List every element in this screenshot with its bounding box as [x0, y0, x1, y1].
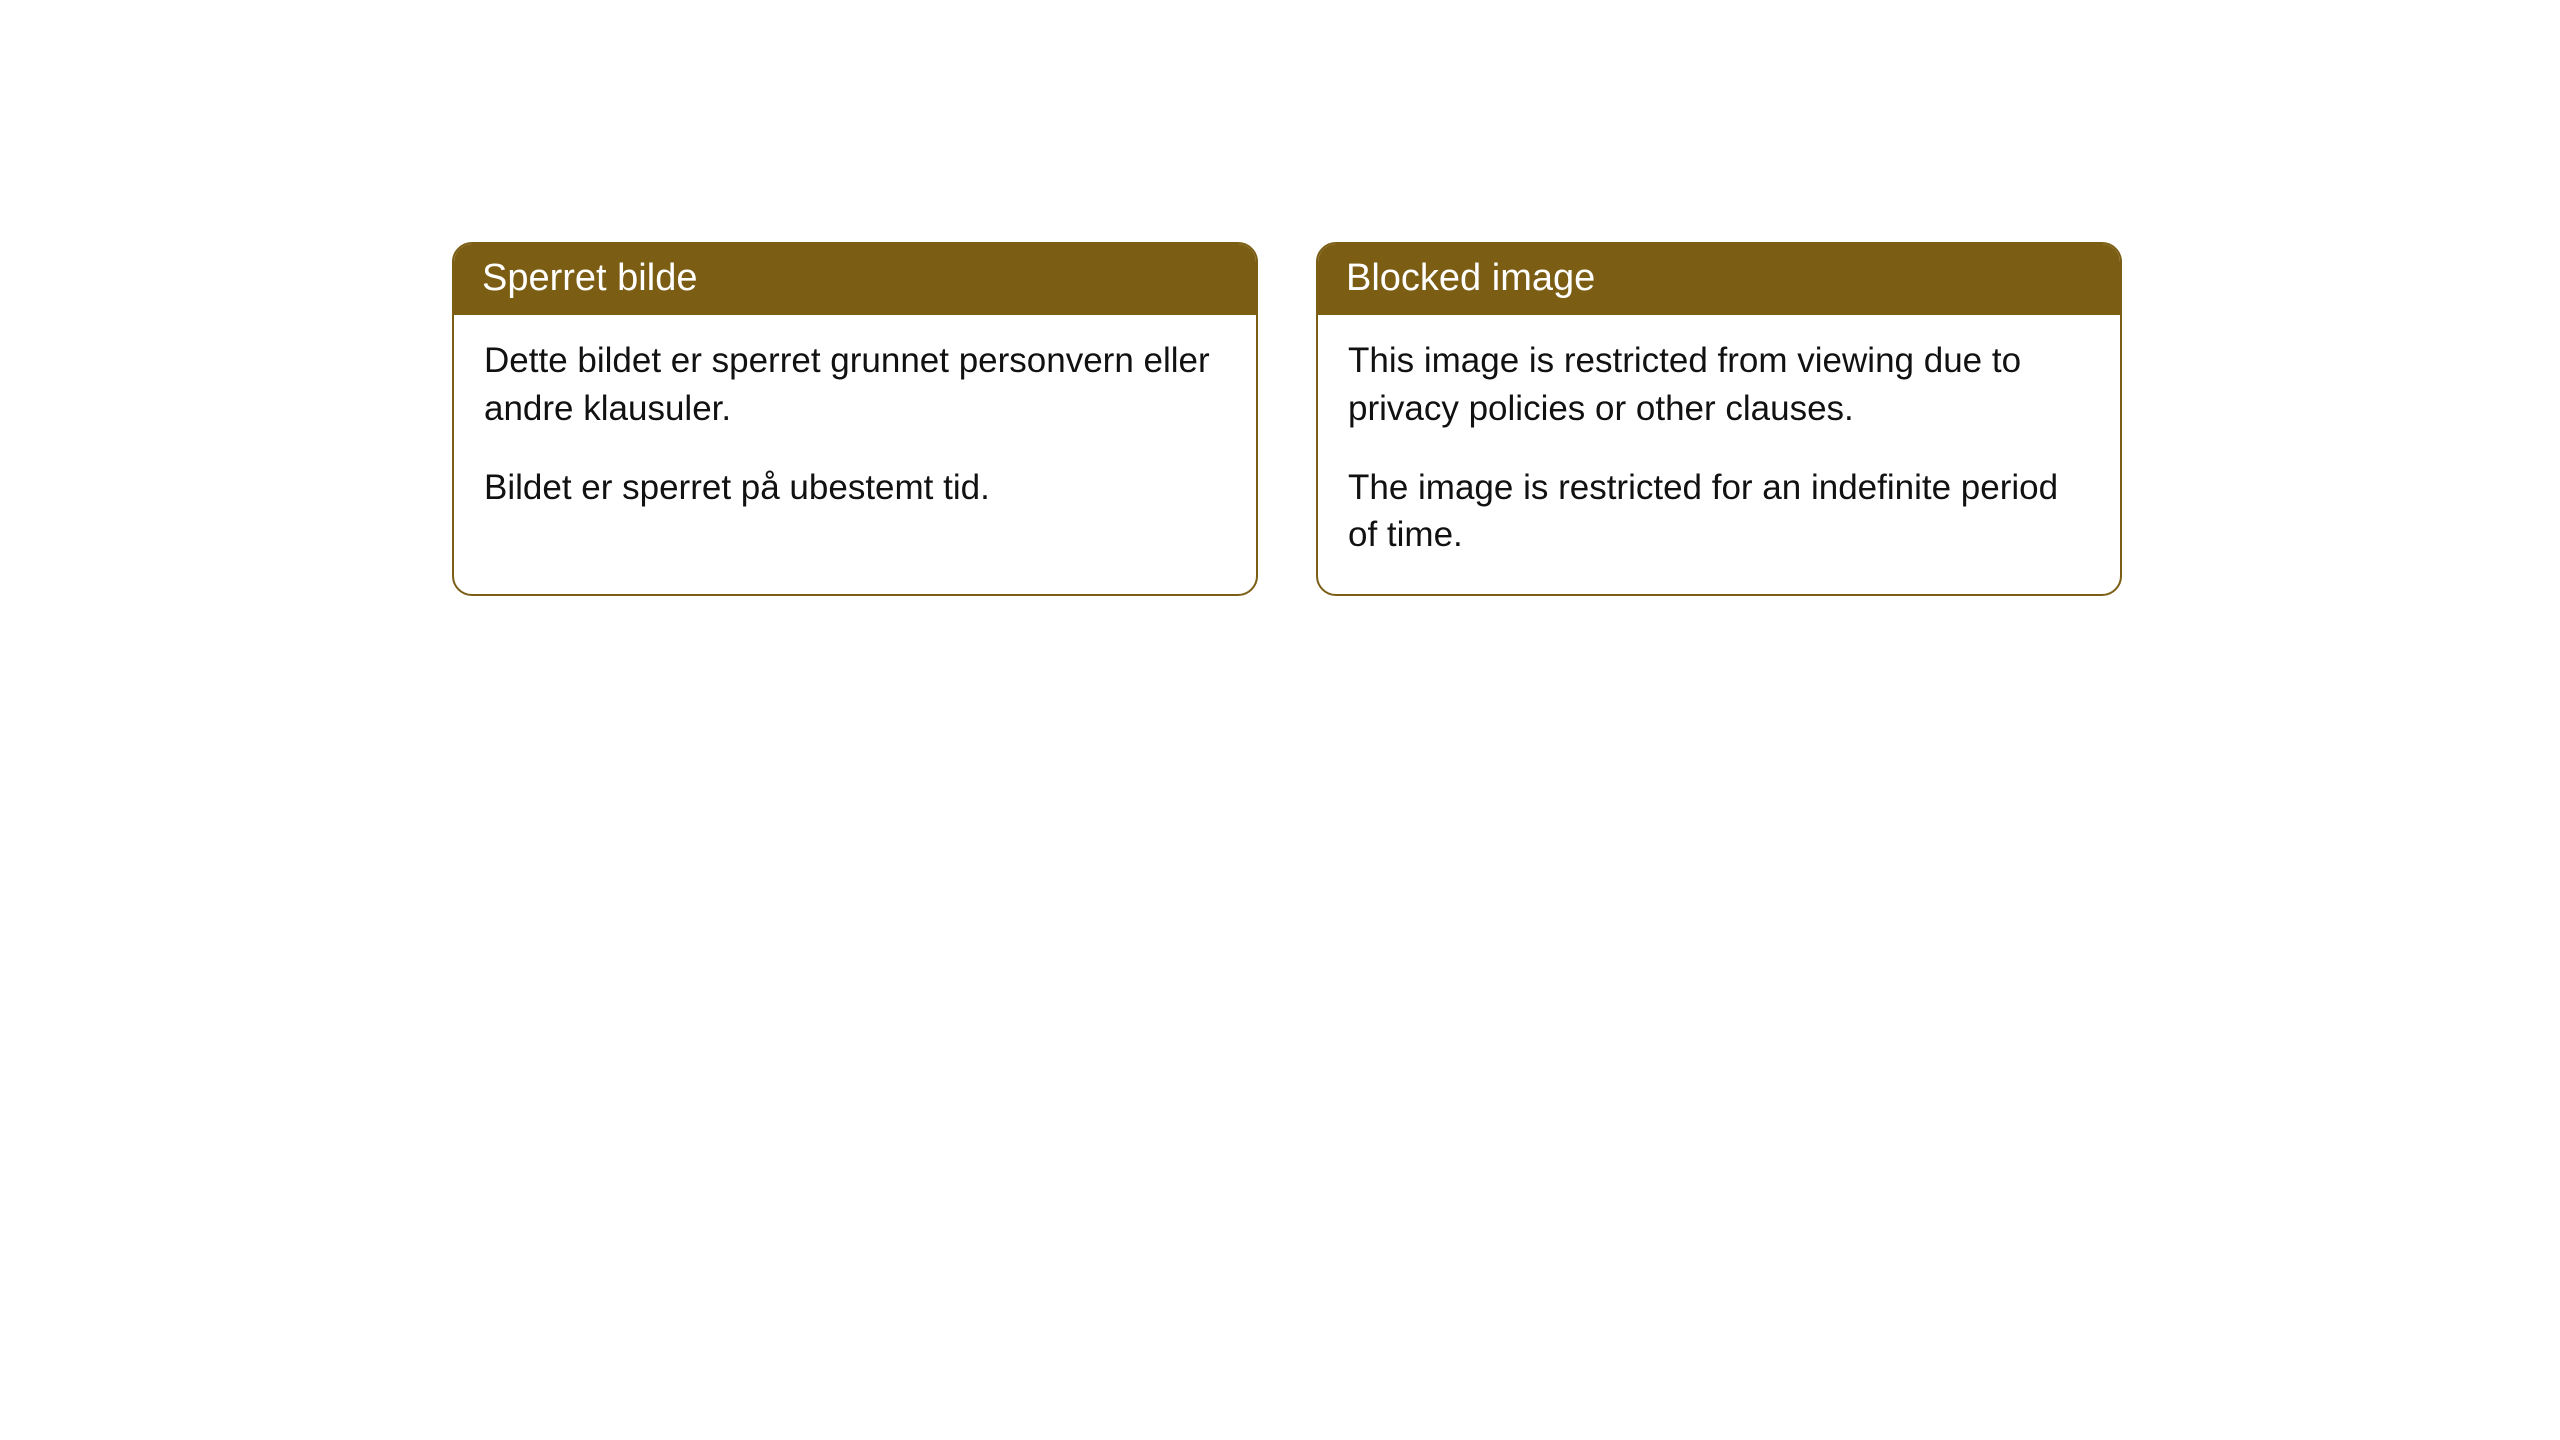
card-paragraph: Bildet er sperret på ubestemt tid.: [484, 464, 1226, 511]
card-body: Dette bildet er sperret grunnet personve…: [454, 315, 1256, 547]
card-paragraph: The image is restricted for an indefinit…: [1348, 464, 2090, 559]
blocked-image-card-no: Sperret bilde Dette bildet er sperret gr…: [452, 242, 1258, 596]
card-header: Sperret bilde: [454, 244, 1256, 315]
card-header: Blocked image: [1318, 244, 2120, 315]
card-paragraph: Dette bildet er sperret grunnet personve…: [484, 337, 1226, 432]
blocked-image-card-en: Blocked image This image is restricted f…: [1316, 242, 2122, 596]
notice-cards-row: Sperret bilde Dette bildet er sperret gr…: [452, 242, 2560, 596]
card-body: This image is restricted from viewing du…: [1318, 315, 2120, 594]
card-paragraph: This image is restricted from viewing du…: [1348, 337, 2090, 432]
